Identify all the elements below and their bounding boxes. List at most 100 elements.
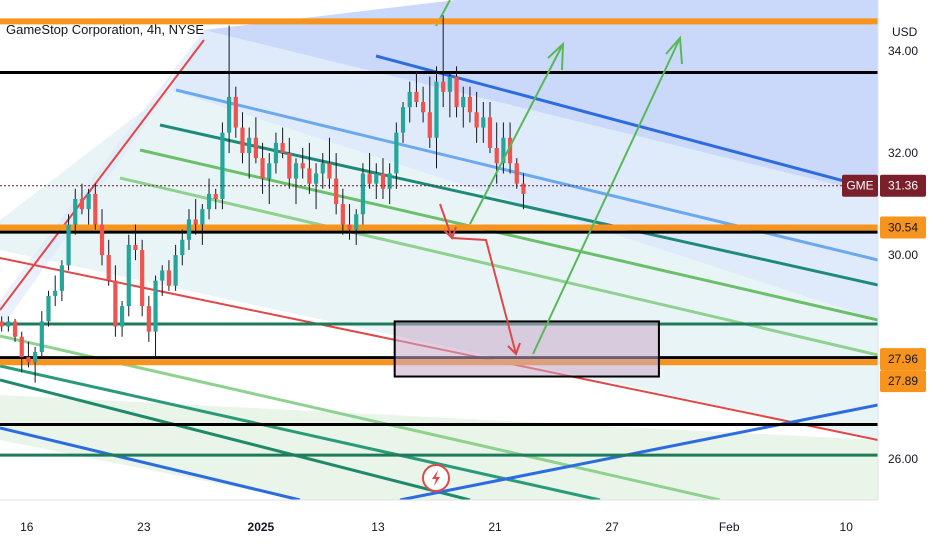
median-line-blue xyxy=(375,54,878,192)
price-tag-value: 31.36 xyxy=(888,179,918,193)
price-tag-symbol: GME xyxy=(846,179,873,193)
green-arrow-2 xyxy=(532,37,681,355)
price-tag-box xyxy=(880,370,926,393)
candle-body xyxy=(0,321,4,327)
green-arrow-2-head xyxy=(665,35,683,65)
target-zone-box[interactable] xyxy=(393,320,660,378)
price-tag-box xyxy=(880,174,926,197)
candle-body xyxy=(441,81,446,92)
candle-body xyxy=(327,163,332,179)
candle-body xyxy=(354,214,359,230)
candle-body xyxy=(213,193,218,199)
candle-body xyxy=(227,96,232,133)
candle-body xyxy=(340,204,345,225)
price-tag: GME 31.36 xyxy=(842,174,926,197)
y-tick-label: 32.00 xyxy=(888,146,918,160)
candle-body xyxy=(106,255,111,281)
candle-body xyxy=(320,163,325,174)
candle-body xyxy=(400,107,406,133)
candle-body xyxy=(86,193,91,210)
candle-body xyxy=(387,173,392,189)
candle-body xyxy=(280,142,285,154)
candle-body xyxy=(347,224,352,230)
candle-body xyxy=(474,112,479,128)
candle-body xyxy=(427,112,432,138)
price-tag-value: 27.96 xyxy=(888,352,918,366)
candle-body xyxy=(73,198,78,225)
x-tick-label: 23 xyxy=(137,520,151,534)
pitchfork-band-bottom xyxy=(0,395,878,500)
candle-body xyxy=(53,290,58,296)
price-tag: 27.89 xyxy=(880,370,926,393)
candle-body xyxy=(200,209,205,225)
candle-body xyxy=(461,96,466,108)
price-tag: 30.54 xyxy=(880,216,926,239)
price-tag-symbol-box xyxy=(842,174,878,197)
chart-title: GameStop Corporation, 4h, NYSE xyxy=(6,22,204,37)
lightning-icon[interactable] xyxy=(422,464,450,492)
y-tick-label: 30.00 xyxy=(888,248,918,262)
candle-body xyxy=(180,239,185,256)
price-tag: 27.96 xyxy=(880,348,926,371)
candle-body xyxy=(367,173,372,184)
candle-body xyxy=(46,295,51,322)
time-axis-background xyxy=(0,500,932,550)
candle-body xyxy=(126,244,131,307)
x-tick-label: 2025 xyxy=(248,520,275,534)
candle-body xyxy=(140,250,145,307)
candle-body xyxy=(206,193,212,210)
candle-body xyxy=(247,137,252,154)
candle-body xyxy=(19,336,24,358)
candle-body xyxy=(146,306,151,332)
candle-body xyxy=(33,352,38,363)
candle-body xyxy=(447,76,452,92)
candle-body xyxy=(307,168,312,184)
candle-body xyxy=(521,183,526,194)
candle-body xyxy=(334,178,339,205)
candle-body xyxy=(407,91,412,108)
candle-body xyxy=(193,219,198,225)
candle-body xyxy=(454,76,459,108)
candle-body xyxy=(414,91,419,103)
candle-body xyxy=(12,321,18,337)
candle-body xyxy=(487,117,493,148)
candle-body xyxy=(6,321,11,327)
candle-body xyxy=(133,244,138,250)
candle-body xyxy=(160,270,165,281)
candle-body xyxy=(26,357,31,363)
x-tick-label: 16 xyxy=(20,520,34,534)
pitchfork-band-left xyxy=(0,30,204,330)
lower-parallel-teal xyxy=(0,364,601,500)
green-arrow-1-head xyxy=(547,41,565,71)
parallel-line-teal-1 xyxy=(159,123,878,287)
currency-label: USD xyxy=(892,25,918,39)
price-tag-value: 30.54 xyxy=(888,221,918,235)
candle-body xyxy=(59,265,64,291)
lower-parallel-blue xyxy=(0,426,301,500)
x-tick-label: Feb xyxy=(719,520,740,534)
candle-body xyxy=(313,173,319,184)
price-tag-box xyxy=(880,348,926,371)
red-arrow-1 xyxy=(439,203,453,239)
candle-body xyxy=(220,132,225,199)
x-tick-label: 27 xyxy=(605,520,619,534)
candle-body xyxy=(113,280,118,327)
rising-trend-line-blue xyxy=(399,403,878,500)
price-tag-value: 27.89 xyxy=(888,374,918,388)
candle-body xyxy=(514,163,519,184)
y-tick-label: 26.00 xyxy=(888,452,918,466)
candle-body xyxy=(233,96,238,128)
candle-body xyxy=(166,270,172,286)
candle-body xyxy=(267,163,272,179)
candle-body xyxy=(374,173,379,184)
candle-body xyxy=(79,198,85,210)
candle-body xyxy=(39,321,44,353)
candle-body xyxy=(93,193,98,225)
candle-body xyxy=(186,219,192,240)
candle-body xyxy=(260,158,265,179)
candle-body xyxy=(494,147,499,164)
candle-body xyxy=(253,137,258,159)
red-arrow-2-head xyxy=(507,342,521,356)
candle-body xyxy=(287,153,292,179)
